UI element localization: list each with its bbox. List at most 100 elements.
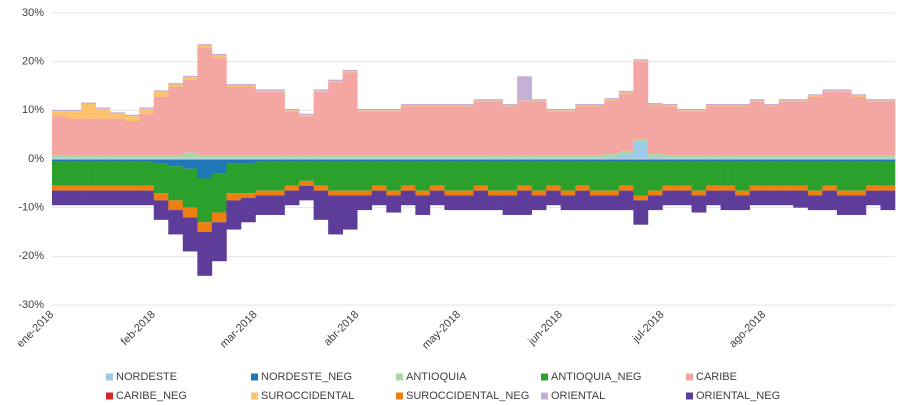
bar-segment [880, 157, 896, 159]
legend-swatch [396, 392, 403, 400]
bar-segment [211, 157, 227, 159]
bar-segment [720, 105, 736, 107]
bar-segment [662, 185, 678, 191]
bar-segment [444, 106, 460, 156]
bar-segment [255, 155, 271, 158]
bar-segment [531, 190, 547, 196]
bar-segment [589, 104, 605, 106]
bar-segment [517, 155, 532, 158]
bar-segment [255, 159, 271, 162]
bar-segment [546, 155, 562, 158]
bar-segment [240, 155, 256, 158]
bar-segment [735, 161, 750, 191]
bar-segment [400, 159, 416, 162]
bar-segment [764, 190, 780, 206]
bar-segment [720, 159, 736, 162]
bar-segment [575, 104, 591, 106]
bar-segment [458, 157, 474, 159]
bar-segment [822, 90, 838, 92]
bar-segment [371, 185, 387, 191]
bar-segment [240, 85, 256, 87]
bar-segment [865, 159, 881, 162]
bar-segment [473, 157, 489, 159]
bar-segment [386, 111, 402, 156]
bar-segment [240, 163, 256, 194]
bar-segment [793, 161, 809, 186]
bar-segment [313, 161, 329, 186]
bar-segment [415, 161, 431, 191]
bar-segment [139, 159, 155, 162]
bar-segment [560, 159, 576, 162]
bar-segment [139, 113, 155, 156]
bar-segment [836, 195, 852, 215]
bar-segment [502, 157, 518, 159]
bar-segment [764, 105, 780, 107]
bar-segment [81, 190, 96, 206]
bar-segment [488, 195, 503, 211]
bar-segment [342, 195, 358, 230]
bar-segment [386, 157, 402, 159]
bar-segment [778, 159, 794, 162]
bar-segment [880, 99, 896, 101]
bar-segment [720, 155, 736, 158]
bar-segment [647, 195, 663, 211]
bar-segment [52, 159, 67, 162]
bar-segment [342, 161, 358, 191]
bar-segment [110, 113, 125, 119]
bar-segment [778, 157, 794, 159]
bar-segment [473, 185, 489, 191]
bar-segment [299, 116, 314, 156]
bar-segment [124, 161, 140, 186]
bar-segment [720, 106, 736, 156]
bar-segment [735, 106, 750, 156]
bar-segment [865, 185, 881, 191]
bar-segment [502, 195, 518, 215]
bar-segment [502, 161, 518, 191]
bar-segment [81, 118, 96, 156]
bar-segment [488, 101, 503, 156]
bar-segment [444, 104, 460, 106]
bar-segment [488, 159, 503, 162]
bar-segment [880, 185, 896, 191]
bar-segment [488, 190, 503, 196]
bar-segment [415, 195, 431, 215]
legend-label: SUROCCIDENTAL_NEG [406, 390, 529, 402]
bar-segment [371, 155, 387, 158]
bar-segment [604, 159, 620, 162]
bar-segment [139, 157, 155, 159]
bar-segment [488, 155, 503, 158]
bar-segment [851, 155, 867, 158]
x-tick-label: jul-2018 [630, 309, 667, 346]
x-tick-label: mar-2018 [218, 309, 260, 351]
legend-swatch [541, 373, 548, 381]
bar-segment [95, 157, 111, 159]
bar-segment [95, 118, 111, 156]
bar-segment [691, 157, 707, 159]
bar-segment [502, 190, 518, 196]
bar-segment [458, 155, 474, 158]
legend-label: ANTIOQUIA [406, 371, 467, 383]
bar-segment [66, 190, 82, 206]
bar-segment [284, 161, 300, 186]
bar-segment [778, 101, 794, 156]
bar-segment [284, 108, 300, 111]
bar-segment [284, 155, 300, 158]
bar-segment [313, 159, 329, 162]
bar-segment [662, 106, 678, 156]
bar-segment [197, 44, 213, 46]
bar-segment [749, 100, 765, 102]
bar-segment [560, 157, 576, 159]
bar-segment [153, 159, 169, 164]
bar-segment [880, 159, 896, 162]
bar-segment [793, 100, 809, 102]
bar-segment [517, 190, 532, 215]
bar-segment [81, 161, 96, 186]
bar-segment [793, 155, 809, 158]
bar-segment [139, 190, 155, 206]
bar-segment [560, 155, 576, 158]
bar-segment [633, 60, 649, 62]
bar-segment [313, 89, 329, 91]
bar-segment [226, 159, 242, 164]
bar-segment [197, 178, 213, 223]
bar-segment [299, 185, 314, 201]
